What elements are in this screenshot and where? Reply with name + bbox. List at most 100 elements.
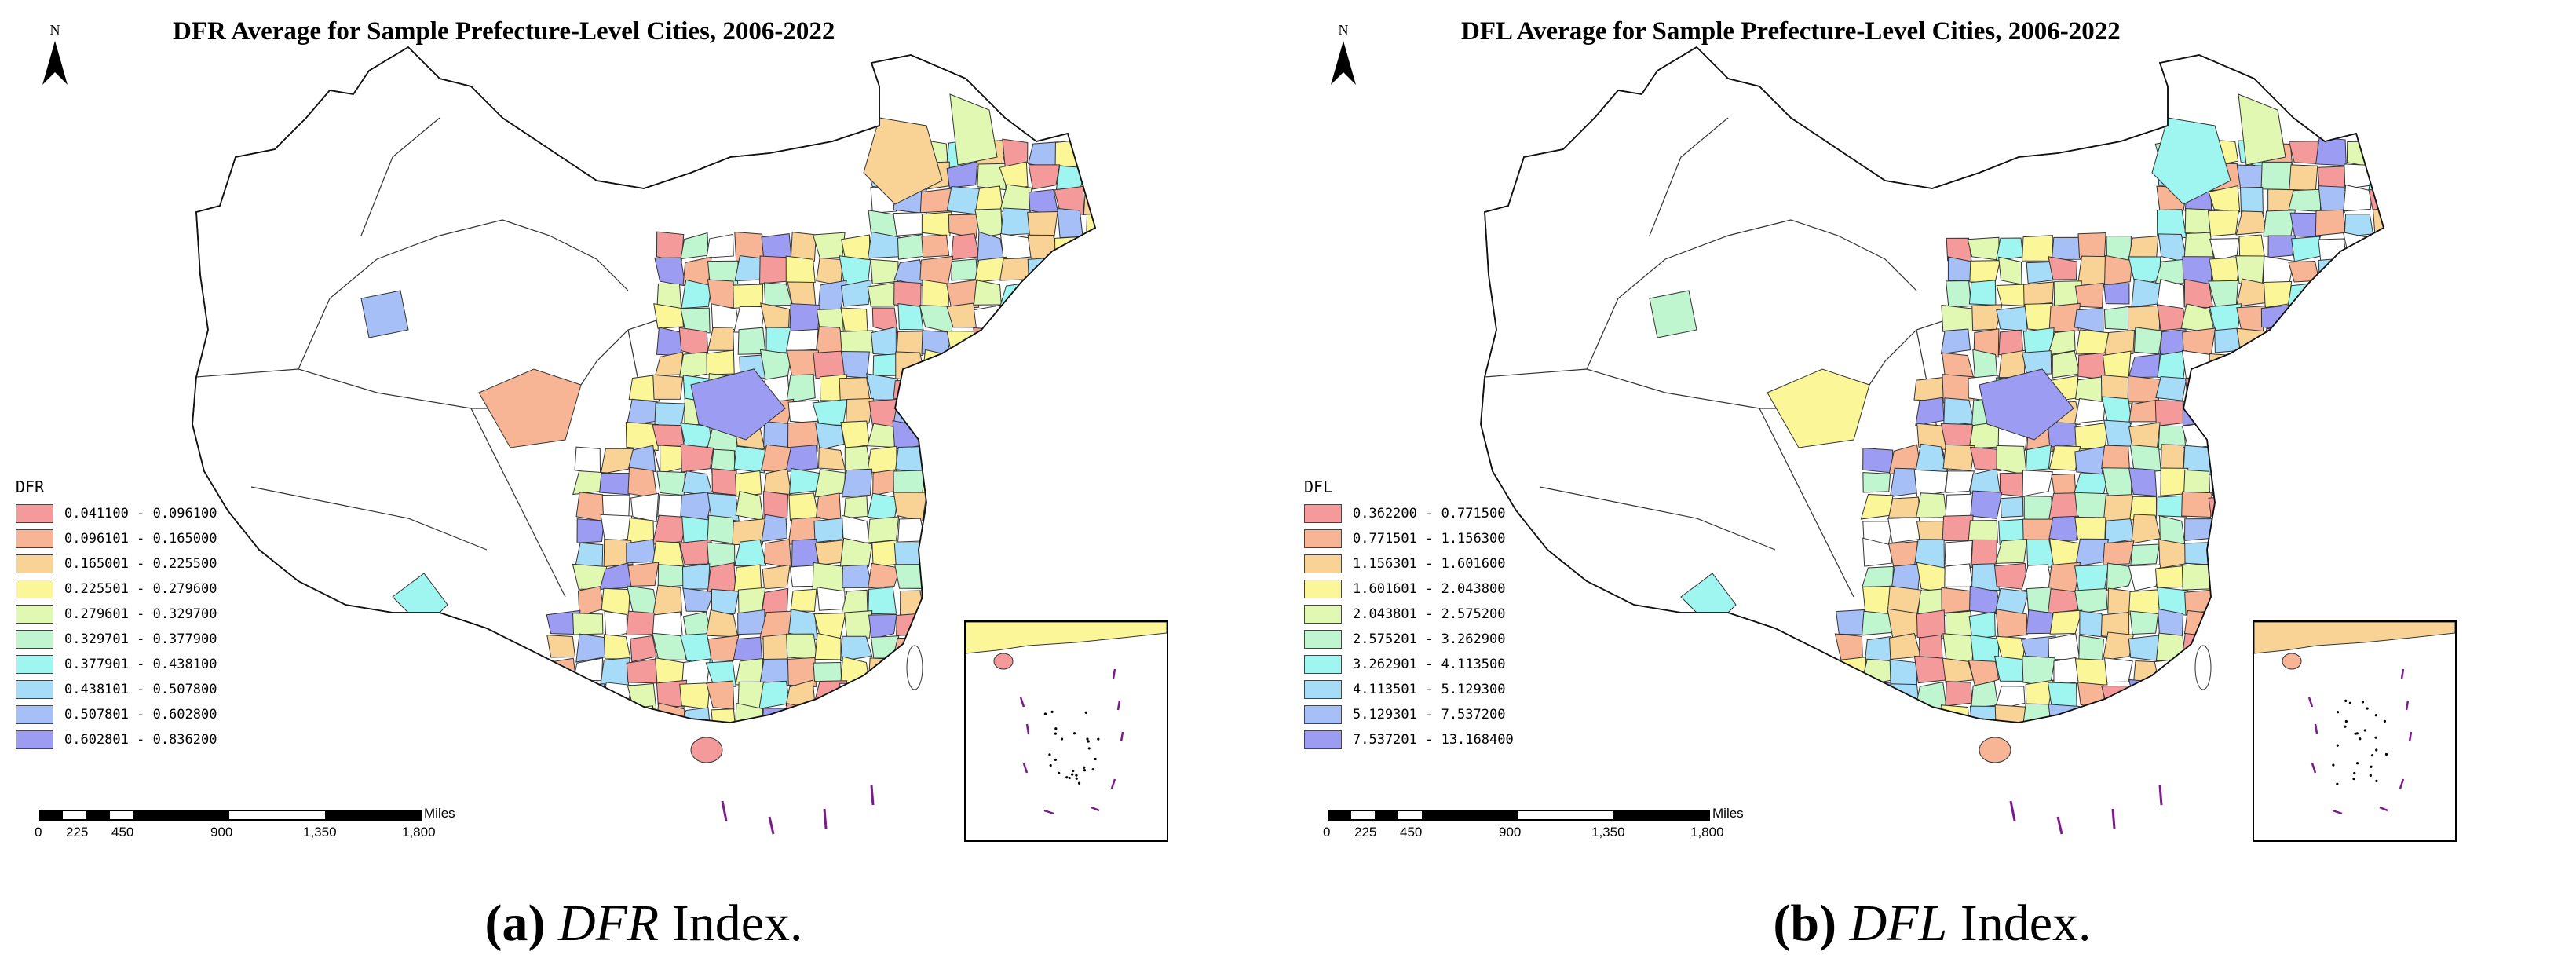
prefecture-region [2022,470,2053,497]
prefecture-region [1887,496,1920,518]
prefecture-region [628,445,656,473]
scale-tick: 450 [111,825,134,840]
prefecture-region [627,562,660,587]
inset-island [2375,779,2378,782]
inset-boundary-dash [1025,723,1030,734]
prefecture-region [788,492,820,521]
country-border [192,46,1097,723]
prefecture-region [654,402,685,426]
prefecture-region [735,491,764,521]
scale-tick: 450 [1400,825,1423,840]
prefecture-region [1836,731,1865,754]
prefecture-region [872,469,897,496]
prefecture-region [2341,496,2375,521]
prefecture-region [1080,590,1095,611]
prefecture-region [2075,329,2109,355]
province-boundary [1790,219,1917,291]
prefecture-region [1057,518,1087,542]
inset-island [2332,763,2335,767]
inset-island [1072,732,1076,735]
legend-swatch [16,705,53,724]
prefecture-region [737,609,765,635]
prefecture-region [2184,518,2212,541]
prefecture-region [868,587,897,615]
scale-bar [39,810,422,821]
prefecture-region [814,469,846,498]
prefecture-region [1995,538,2028,564]
prefecture-region [734,539,767,567]
prefecture-region [707,562,736,592]
map-panel-dfl: DFL Average for Sample Prefecture-Level … [1288,0,2576,966]
prefecture-region [2211,516,2241,544]
prefecture-region [1887,517,1920,543]
legend-label: 0.377901 - 0.438100 [64,657,217,672]
inset-island [1086,737,1089,741]
prefecture-region [707,492,740,521]
prefecture-region [1971,539,1997,568]
prefecture-region [2074,422,2109,450]
prefecture-region [1914,730,1946,755]
prefecture-region [2101,396,2132,425]
prefecture-region [949,589,979,611]
prefecture-region [1970,490,2003,519]
prefecture-region [2238,493,2267,518]
prefecture-region [2288,188,2322,212]
prefecture-region [2240,186,2264,214]
prefecture-region [1002,444,1034,472]
prefecture-region [950,445,976,476]
prefecture-region [1838,703,1866,723]
prefecture-region [1996,306,2028,332]
prefecture-region [603,539,634,568]
prefecture-region [974,185,1004,213]
prefecture-region [1940,328,1971,355]
prefecture-region [2077,731,2105,756]
prefecture-region [1994,686,2026,711]
map-title: DFR Average for Sample Prefecture-Level … [173,17,835,46]
prefecture-region [656,327,683,357]
prefecture-region [897,234,926,260]
prefecture-region [2314,422,2348,447]
province-boundary [1759,408,1854,598]
prefecture-region [1086,213,1095,240]
caption-suffix: Index. [671,895,803,952]
prefecture-region [2048,633,2081,660]
prefecture-region [711,588,740,615]
prefecture-region [868,657,897,686]
prefecture-region [602,730,632,756]
prefecture-region [682,587,714,613]
legend: DFL 0.362200 - 0.771500 0.771501 - 1.1563… [1304,478,1555,752]
prefecture-region [2104,254,2133,286]
prefecture-region [626,658,659,684]
prefecture-region [842,709,873,723]
prefecture-region [2369,539,2384,564]
prefecture-region [867,679,900,706]
prefecture-region [2209,449,2238,473]
prefecture-region [652,424,685,447]
prefecture-region [2074,564,2110,591]
prefecture-region [839,635,873,662]
prefecture-region [2260,304,2294,331]
prefecture-region [2343,326,2373,352]
prefecture-region [1058,302,1086,329]
prefecture-region [945,399,975,426]
prefecture-region [2183,232,2215,261]
inset-island [2363,729,2366,732]
prefecture-region [867,492,899,521]
caption-index: DFR [557,895,660,952]
prefecture-region [926,494,949,520]
prefecture-region [1941,304,1975,332]
prefecture-region [946,186,981,215]
scale-tick: 900 [210,825,233,840]
prefecture-region [575,732,605,754]
scale-labels: 0 225 450 900 1,350 1,800 [31,825,471,843]
prefecture-region [1026,470,1058,497]
prefecture-region [2318,257,2348,285]
prefecture-region [2238,373,2267,401]
prefecture-region [1000,207,1030,236]
prefecture-region [999,161,1029,189]
prefecture-region [951,258,978,281]
prefecture-region [761,514,787,543]
legend-item: 0.362200 - 0.771500 [1304,501,1555,526]
prefecture-region [1058,537,1087,569]
prefecture-region [921,730,948,756]
